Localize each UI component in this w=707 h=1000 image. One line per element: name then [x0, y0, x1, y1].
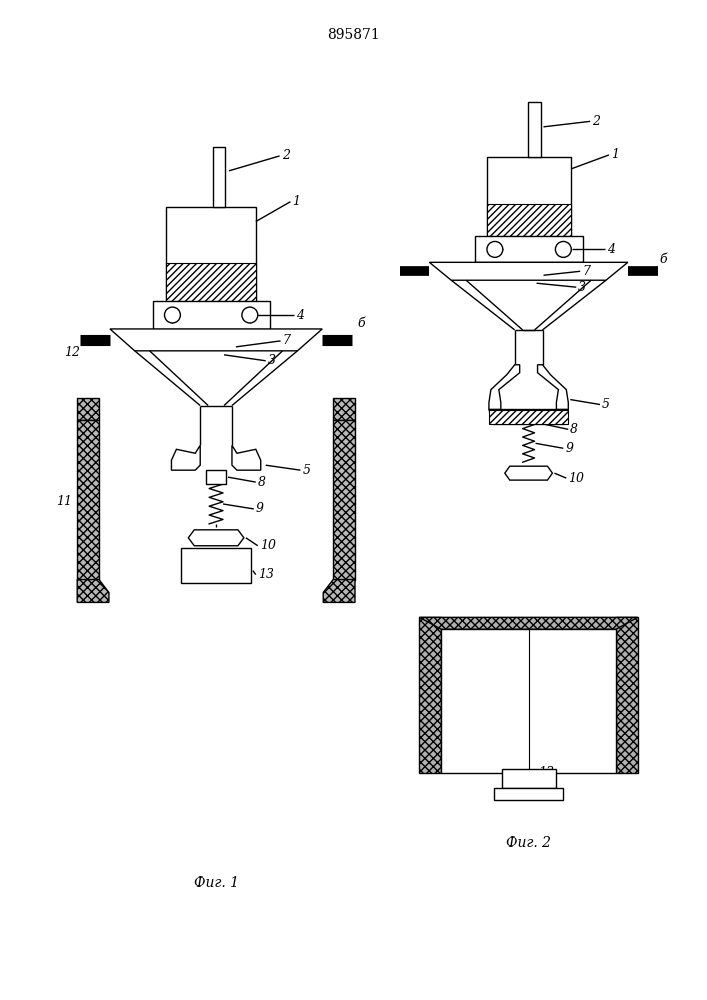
Text: 13: 13 [539, 766, 554, 779]
Text: Фиг. 1: Фиг. 1 [194, 876, 238, 890]
Bar [487, 204, 571, 236]
Text: 3: 3 [578, 281, 586, 294]
Text: 895871: 895871 [327, 28, 380, 42]
Polygon shape [77, 420, 99, 580]
Polygon shape [333, 420, 355, 580]
Bar [182, 548, 251, 583]
Text: 11: 11 [57, 495, 72, 508]
Polygon shape [77, 580, 109, 602]
Text: 2: 2 [281, 149, 290, 162]
Text: 9: 9 [566, 442, 573, 455]
Text: 4: 4 [296, 309, 305, 322]
Text: 8: 8 [258, 476, 266, 489]
Bar [502, 768, 556, 788]
Text: Фиг. 2: Фиг. 2 [506, 836, 551, 850]
Text: 7: 7 [283, 334, 291, 347]
Bar [206, 470, 226, 484]
Polygon shape [419, 617, 441, 773]
Bar [494, 788, 563, 800]
Text: 12: 12 [64, 346, 80, 359]
Polygon shape [171, 445, 200, 470]
Text: 8: 8 [571, 423, 578, 436]
Text: 9: 9 [256, 502, 264, 515]
Text: 13: 13 [258, 568, 274, 581]
Circle shape [242, 307, 258, 323]
Bar [489, 410, 568, 424]
Circle shape [165, 307, 180, 323]
Polygon shape [188, 530, 244, 546]
Text: 2: 2 [592, 115, 600, 128]
Polygon shape [232, 445, 261, 470]
Text: 1: 1 [293, 195, 300, 208]
Bar [166, 263, 256, 301]
Polygon shape [323, 580, 355, 602]
Text: б: б [357, 317, 365, 330]
Polygon shape [77, 398, 99, 420]
Bar [475, 236, 583, 262]
Polygon shape [537, 365, 568, 410]
Polygon shape [110, 329, 322, 351]
Polygon shape [489, 410, 568, 424]
Text: 1: 1 [611, 148, 619, 161]
Text: 7: 7 [582, 265, 590, 278]
Text: 3: 3 [268, 354, 276, 367]
Bar [441, 629, 616, 773]
Text: 4: 4 [607, 243, 615, 256]
Bar [166, 207, 256, 301]
Polygon shape [489, 365, 520, 410]
Text: 5: 5 [602, 398, 610, 411]
Bar [213, 147, 225, 207]
Polygon shape [505, 466, 552, 480]
Circle shape [556, 241, 571, 257]
Text: 10: 10 [259, 539, 276, 552]
Polygon shape [419, 617, 638, 629]
Polygon shape [616, 617, 638, 773]
Polygon shape [333, 398, 355, 420]
Text: б: б [660, 253, 667, 266]
Circle shape [487, 241, 503, 257]
Bar [153, 301, 269, 329]
Text: 10: 10 [568, 472, 584, 485]
Text: 5: 5 [303, 464, 310, 477]
Polygon shape [429, 262, 628, 280]
Bar [527, 102, 541, 157]
Bar [487, 157, 571, 236]
